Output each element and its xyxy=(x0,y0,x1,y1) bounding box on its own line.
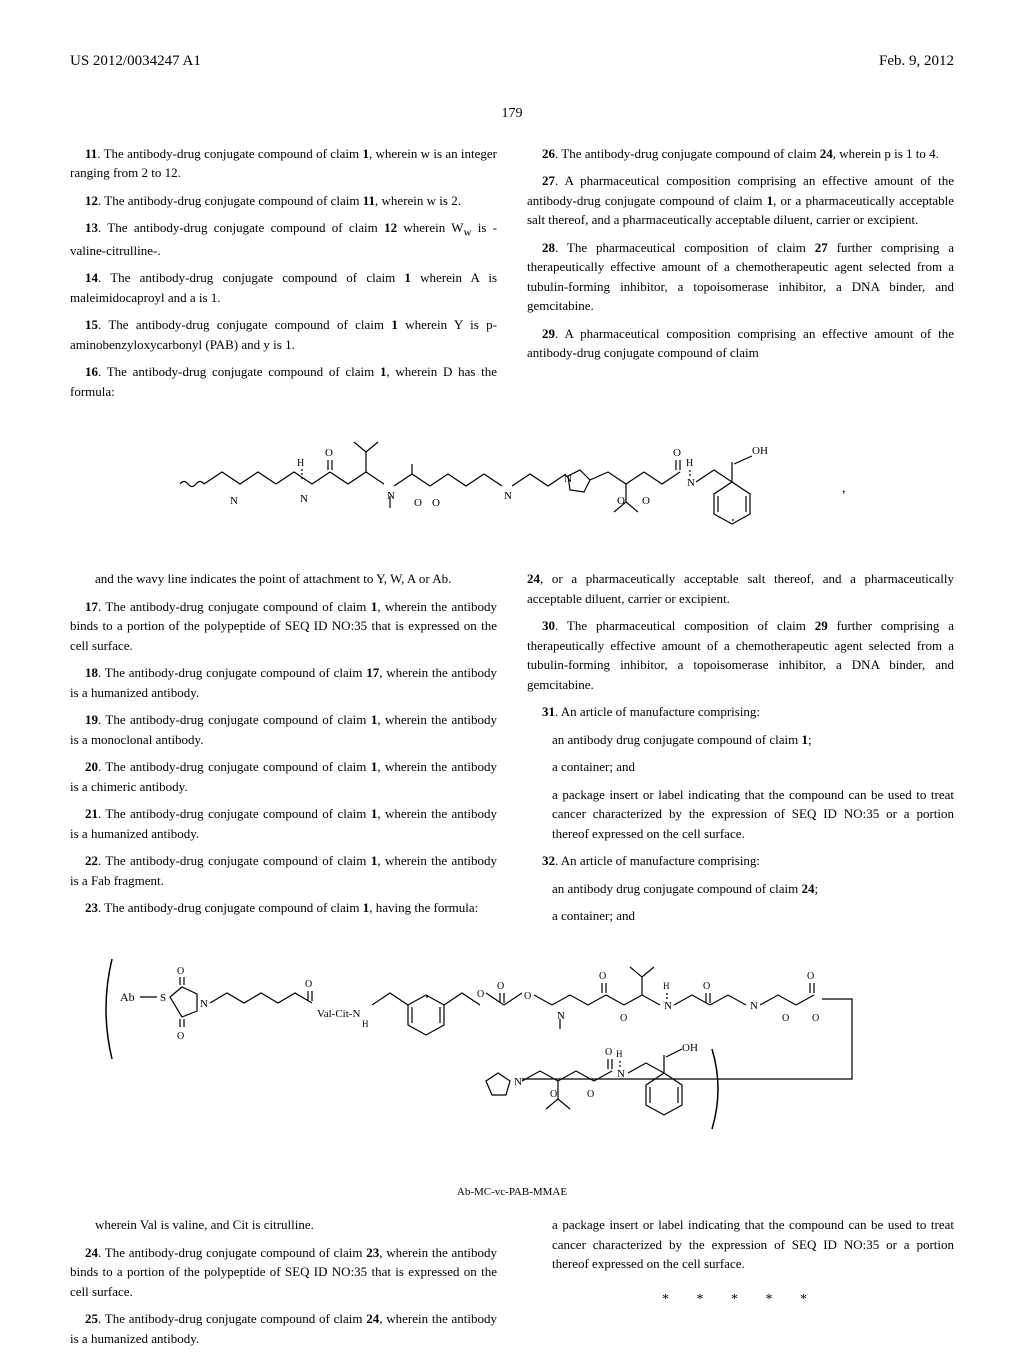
claim-29: 29. A pharmaceutical composition compris… xyxy=(527,324,954,363)
adc-structure-svg: Ab S O O N O Val-Cit-N H O O xyxy=(82,949,942,1179)
end-asterisks: * * * * * xyxy=(527,1289,954,1310)
svg-text:,: , xyxy=(842,481,846,496)
claim-32-final: a package insert or label indicating tha… xyxy=(552,1215,954,1274)
svg-text:Val-Cit-N: Val-Cit-N xyxy=(317,1008,360,1020)
svg-text:OH: OH xyxy=(752,445,768,457)
svg-text:O: O xyxy=(812,1013,819,1024)
claim-32: 32. An article of manufacture comprising… xyxy=(527,851,954,871)
svg-text:H: H xyxy=(663,981,670,991)
svg-text:O: O xyxy=(550,1089,557,1100)
claim-23-note: wherein Val is valine, and Cit is citrul… xyxy=(95,1215,497,1235)
svg-text:H: H xyxy=(686,458,693,469)
svg-text:N: N xyxy=(514,1076,522,1088)
svg-text:O: O xyxy=(673,447,681,459)
two-column-layout-mid: and the wavy line indicates the point of… xyxy=(70,569,954,934)
svg-text:O: O xyxy=(497,981,504,992)
claim-20: 20. The antibody-drug conjugate compound… xyxy=(70,757,497,796)
claim-28: 28. The pharmaceutical composition of cl… xyxy=(527,238,954,316)
svg-text:N: N xyxy=(617,1068,625,1080)
chemical-structure-1: N N H O N O O N N O xyxy=(70,424,954,554)
claim-17: 17. The antibody-drug conjugate compound… xyxy=(70,597,497,656)
svg-text:N: N xyxy=(557,1010,565,1022)
claim-12: 12. The antibody-drug conjugate compound… xyxy=(70,191,497,211)
two-column-layout: 11. The antibody-drug conjugate compound… xyxy=(70,144,954,410)
svg-text:O: O xyxy=(414,497,422,509)
svg-text:O: O xyxy=(807,971,814,982)
svg-text:O: O xyxy=(177,966,184,977)
svg-text:N: N xyxy=(750,1000,758,1012)
svg-text:N: N xyxy=(387,490,395,502)
svg-text:H: H xyxy=(616,1049,623,1059)
structure-2-label: Ab-MC-vc-PAB-MMAE xyxy=(70,1184,954,1201)
claim-26: 26. The antibody-drug conjugate compound… xyxy=(527,144,954,164)
claim-27: 27. A pharmaceutical composition compris… xyxy=(527,171,954,230)
svg-text:N: N xyxy=(687,477,695,489)
page-header: US 2012/0034247 A1 Feb. 9, 2012 xyxy=(70,50,954,73)
claim-31-item-0: an antibody drug conjugate compound of c… xyxy=(552,730,954,750)
claim-29-cont: 24, or a pharmaceutically acceptable sal… xyxy=(527,569,954,608)
claim-22: 22. The antibody-drug conjugate compound… xyxy=(70,851,497,890)
claim-31: 31. An article of manufacture comprising… xyxy=(527,702,954,722)
svg-text:N: N xyxy=(230,495,238,507)
claim-18: 18. The antibody-drug conjugate compound… xyxy=(70,663,497,702)
right-column-mid: 24, or a pharmaceutically acceptable sal… xyxy=(527,569,954,934)
claim-19: 19. The antibody-drug conjugate compound… xyxy=(70,710,497,749)
claim-24: 24. The antibody-drug conjugate compound… xyxy=(70,1243,497,1302)
svg-text:N: N xyxy=(504,490,512,502)
left-column-top: 11. The antibody-drug conjugate compound… xyxy=(70,144,497,410)
left-column-bottom: wherein Val is valine, and Cit is citrul… xyxy=(70,1215,497,1356)
claim-32-item-1: a container; and xyxy=(552,906,954,926)
svg-text:O: O xyxy=(782,1013,789,1024)
claim-32-item-0: an antibody drug conjugate compound of c… xyxy=(552,879,954,899)
claim-21: 21. The antibody-drug conjugate compound… xyxy=(70,804,497,843)
claim-13: 13. The antibody-drug conjugate compound… xyxy=(70,218,497,260)
page-number: 179 xyxy=(70,103,954,124)
claim-31-item-2: a package insert or label indicating tha… xyxy=(552,785,954,844)
claim-23: 23. The antibody-drug conjugate compound… xyxy=(70,898,497,918)
right-column-top: 26. The antibody-drug conjugate compound… xyxy=(527,144,954,410)
left-column-mid: and the wavy line indicates the point of… xyxy=(70,569,497,934)
svg-text:O: O xyxy=(305,979,312,990)
right-column-bottom: a package insert or label indicating tha… xyxy=(527,1215,954,1356)
svg-text:O: O xyxy=(605,1047,612,1058)
claim-16: 16. The antibody-drug conjugate compound… xyxy=(70,362,497,401)
claim-30: 30. The pharmaceutical composition of cl… xyxy=(527,616,954,694)
svg-text:S: S xyxy=(160,992,166,1004)
patent-number: US 2012/0034247 A1 xyxy=(70,50,201,73)
chemical-structure-2: Ab S O O N O Val-Cit-N H O O xyxy=(70,949,954,1201)
publication-date: Feb. 9, 2012 xyxy=(879,50,954,73)
two-column-layout-bottom: wherein Val is valine, and Cit is citrul… xyxy=(70,1215,954,1356)
svg-text:H: H xyxy=(297,458,304,469)
svg-text:H: H xyxy=(362,1019,369,1029)
peptide-structure-svg: N N H O N O O N N O xyxy=(172,424,852,554)
claim-16-note: and the wavy line indicates the point of… xyxy=(95,569,497,589)
svg-text:O: O xyxy=(703,981,710,992)
claim-14: 14. The antibody-drug conjugate compound… xyxy=(70,268,497,307)
svg-text:O: O xyxy=(617,495,625,507)
svg-text:O: O xyxy=(599,971,606,982)
claim-25: 25. The antibody-drug conjugate compound… xyxy=(70,1309,497,1348)
claim-15: 15. The antibody-drug conjugate compound… xyxy=(70,315,497,354)
svg-text:N: N xyxy=(564,473,572,485)
svg-text:N: N xyxy=(664,1000,672,1012)
svg-text:O: O xyxy=(177,1031,184,1042)
svg-text:O: O xyxy=(325,447,333,459)
svg-text:O: O xyxy=(524,991,531,1002)
svg-text:O: O xyxy=(477,989,484,1000)
svg-text:Ab: Ab xyxy=(120,990,135,1004)
svg-text:O: O xyxy=(432,497,440,509)
claim-31-item-1: a container; and xyxy=(552,757,954,777)
svg-text:OH: OH xyxy=(682,1042,698,1054)
svg-text:O: O xyxy=(642,495,650,507)
claim-11: 11. The antibody-drug conjugate compound… xyxy=(70,144,497,183)
svg-text:N: N xyxy=(300,493,308,505)
svg-text:O: O xyxy=(587,1089,594,1100)
svg-text:N: N xyxy=(200,998,208,1010)
svg-text:O: O xyxy=(620,1013,627,1024)
